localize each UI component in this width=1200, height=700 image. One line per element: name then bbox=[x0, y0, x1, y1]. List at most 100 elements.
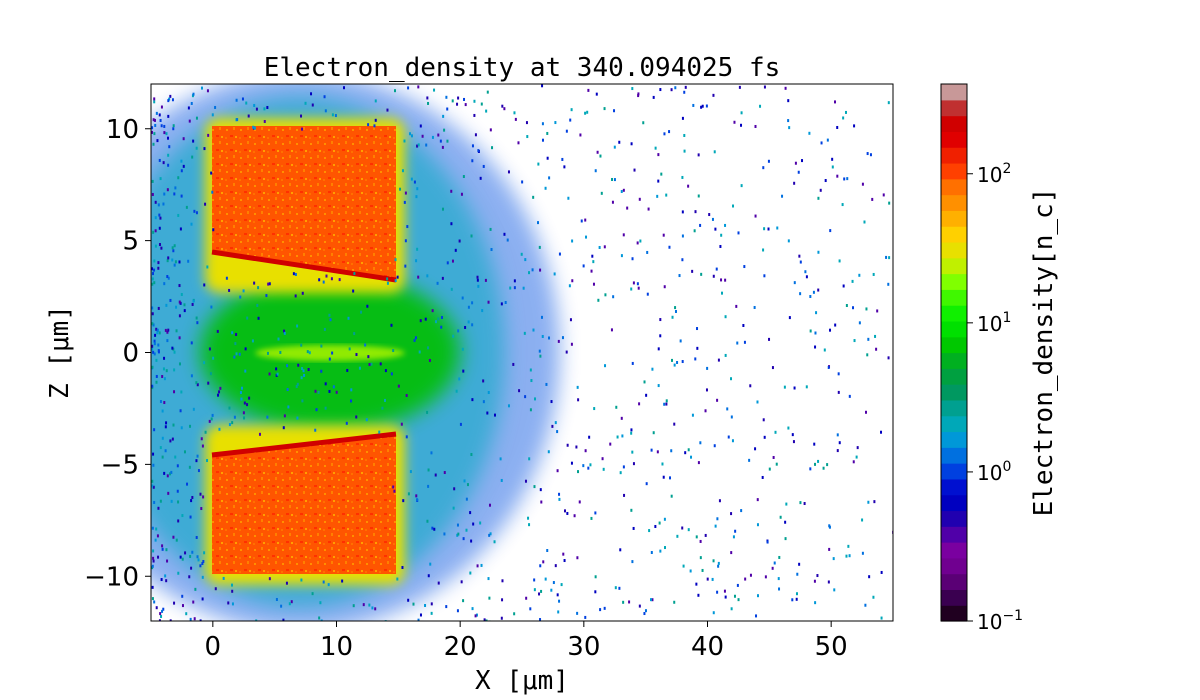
particle-dot bbox=[458, 239, 461, 243]
colorbar-tick-label: 101 bbox=[977, 310, 1011, 336]
particle-dot bbox=[329, 318, 332, 322]
particle-dot bbox=[427, 574, 430, 578]
particle-dot bbox=[231, 589, 234, 593]
particle-dot bbox=[482, 379, 485, 383]
particle-dot bbox=[241, 97, 244, 101]
particle-dot bbox=[187, 106, 190, 110]
particle-dot bbox=[532, 328, 535, 332]
particle-dot bbox=[836, 433, 839, 437]
particle-dot bbox=[201, 561, 204, 565]
colorbar-label: Electron_density[n_c] bbox=[1029, 188, 1059, 517]
x-tick-label: 40 bbox=[691, 632, 724, 662]
particle-dot bbox=[681, 258, 684, 262]
particle-dot bbox=[587, 88, 590, 92]
particle-dot bbox=[652, 431, 655, 435]
particle-dot bbox=[872, 595, 875, 599]
particle-dot bbox=[761, 475, 764, 479]
particle-dot bbox=[749, 573, 752, 577]
particle-dot bbox=[190, 566, 193, 570]
particle-dot bbox=[227, 601, 230, 605]
particle-dot bbox=[618, 586, 621, 590]
particle-dot bbox=[434, 473, 437, 477]
particle-dot bbox=[829, 328, 832, 332]
particle-dot bbox=[441, 207, 444, 211]
particle-dot bbox=[152, 323, 155, 327]
particle-dot bbox=[488, 533, 491, 537]
particle-dot bbox=[730, 607, 733, 611]
particle-dot bbox=[231, 421, 234, 425]
particle-dot bbox=[637, 286, 640, 290]
particle-dot bbox=[848, 394, 851, 398]
particle-dot bbox=[217, 393, 220, 397]
particle-dot bbox=[155, 606, 158, 610]
particle-dot bbox=[659, 334, 662, 338]
particle-dot bbox=[427, 101, 430, 105]
particle-dot bbox=[630, 428, 633, 432]
particle-dot bbox=[737, 598, 740, 602]
particle-dot bbox=[867, 500, 870, 504]
particle-dot bbox=[467, 305, 470, 309]
particle-dot bbox=[188, 119, 191, 123]
particle-dot bbox=[687, 528, 690, 532]
particle-dot bbox=[350, 388, 353, 392]
particle-dot bbox=[311, 103, 314, 107]
particle-dot bbox=[167, 114, 170, 118]
particle-dot bbox=[813, 442, 816, 446]
particle-dot bbox=[159, 400, 162, 404]
particle-dot bbox=[852, 460, 855, 464]
particle-dot bbox=[233, 355, 236, 359]
particle-dot bbox=[323, 95, 326, 99]
particle-dot bbox=[347, 316, 350, 320]
particle-dot bbox=[711, 217, 714, 221]
particle-dot bbox=[267, 282, 270, 286]
particle-dot bbox=[151, 277, 154, 281]
particle-dot bbox=[190, 499, 193, 503]
particle-dot bbox=[439, 139, 442, 143]
particle-dot bbox=[730, 415, 733, 419]
particle-dot bbox=[426, 410, 429, 414]
particle-dot bbox=[816, 574, 819, 578]
particle-dot bbox=[651, 598, 654, 602]
particle-dot bbox=[455, 389, 458, 393]
particle-dot bbox=[151, 484, 154, 488]
particle-dot bbox=[756, 498, 759, 502]
particle-dot bbox=[657, 347, 660, 351]
particle-dot bbox=[690, 455, 693, 459]
particle-dot bbox=[483, 618, 486, 621]
particle-dot bbox=[512, 362, 515, 366]
particle-dot bbox=[292, 272, 295, 276]
particle-dot bbox=[482, 164, 485, 168]
particle-dot bbox=[169, 298, 172, 302]
particle-dot bbox=[727, 435, 730, 439]
particle-dot bbox=[152, 549, 155, 553]
particle-dot bbox=[182, 137, 185, 141]
particle-dot bbox=[735, 304, 738, 308]
particle-dot bbox=[793, 386, 796, 390]
particle-dot bbox=[551, 424, 554, 428]
particle-dot bbox=[231, 583, 234, 587]
particle-dot bbox=[700, 105, 703, 109]
particle-dot bbox=[301, 399, 304, 403]
particle-dot bbox=[696, 327, 699, 331]
particle-dot bbox=[450, 287, 453, 291]
particle-dot bbox=[673, 422, 676, 426]
particle-dot bbox=[500, 616, 503, 620]
particle-dot bbox=[279, 350, 282, 354]
particle-dot bbox=[861, 182, 864, 186]
particle-dot bbox=[637, 92, 640, 96]
particle-dot bbox=[546, 156, 549, 160]
particle-dot bbox=[154, 118, 157, 122]
particle-dot bbox=[869, 153, 872, 157]
particle-dot bbox=[197, 469, 200, 473]
particle-dot bbox=[445, 605, 448, 609]
particle-dot bbox=[738, 85, 741, 89]
particle-dot bbox=[210, 305, 213, 309]
particle-dot bbox=[157, 261, 160, 265]
particle-dot bbox=[888, 201, 891, 205]
particle-dot bbox=[619, 471, 622, 475]
particle-dot bbox=[539, 354, 542, 358]
particle-dot bbox=[154, 123, 157, 127]
particle-dot bbox=[568, 284, 571, 288]
colorbar-tick-label: 100 bbox=[977, 459, 1011, 485]
particle-dot bbox=[736, 341, 739, 345]
